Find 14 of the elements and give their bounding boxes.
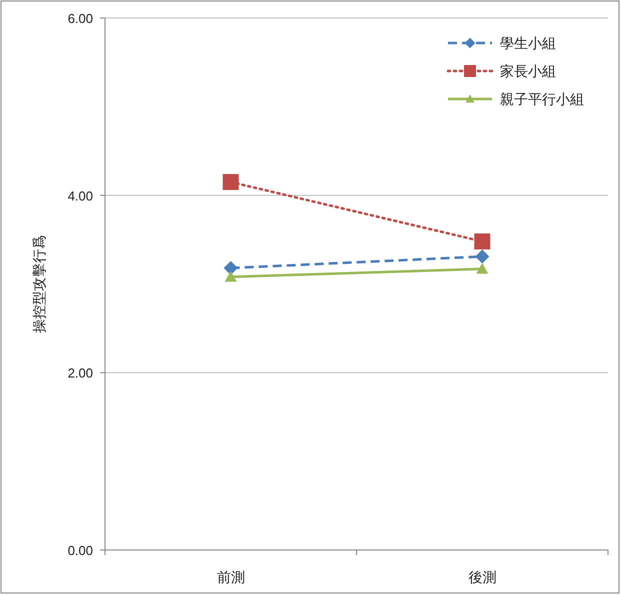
y-axis-title: 操控型攻擊行爲: [31, 235, 47, 333]
y-tick-label: 4.00: [68, 188, 93, 204]
x-tick-label: 前測: [216, 569, 245, 585]
point: [224, 261, 238, 276]
y-tick-label: 2.00: [68, 366, 93, 381]
point: [475, 250, 490, 264]
legend-label: 家長小組: [500, 63, 556, 79]
point: [474, 233, 490, 250]
legend-label: 學生小組: [500, 35, 556, 51]
point: [222, 174, 239, 190]
legend-label: 親子平行小組: [500, 91, 584, 107]
y-tick-label: 6.00: [68, 11, 93, 26]
y-tick-label: 0.00: [68, 543, 93, 558]
x-tick-label: 後測: [468, 569, 496, 585]
